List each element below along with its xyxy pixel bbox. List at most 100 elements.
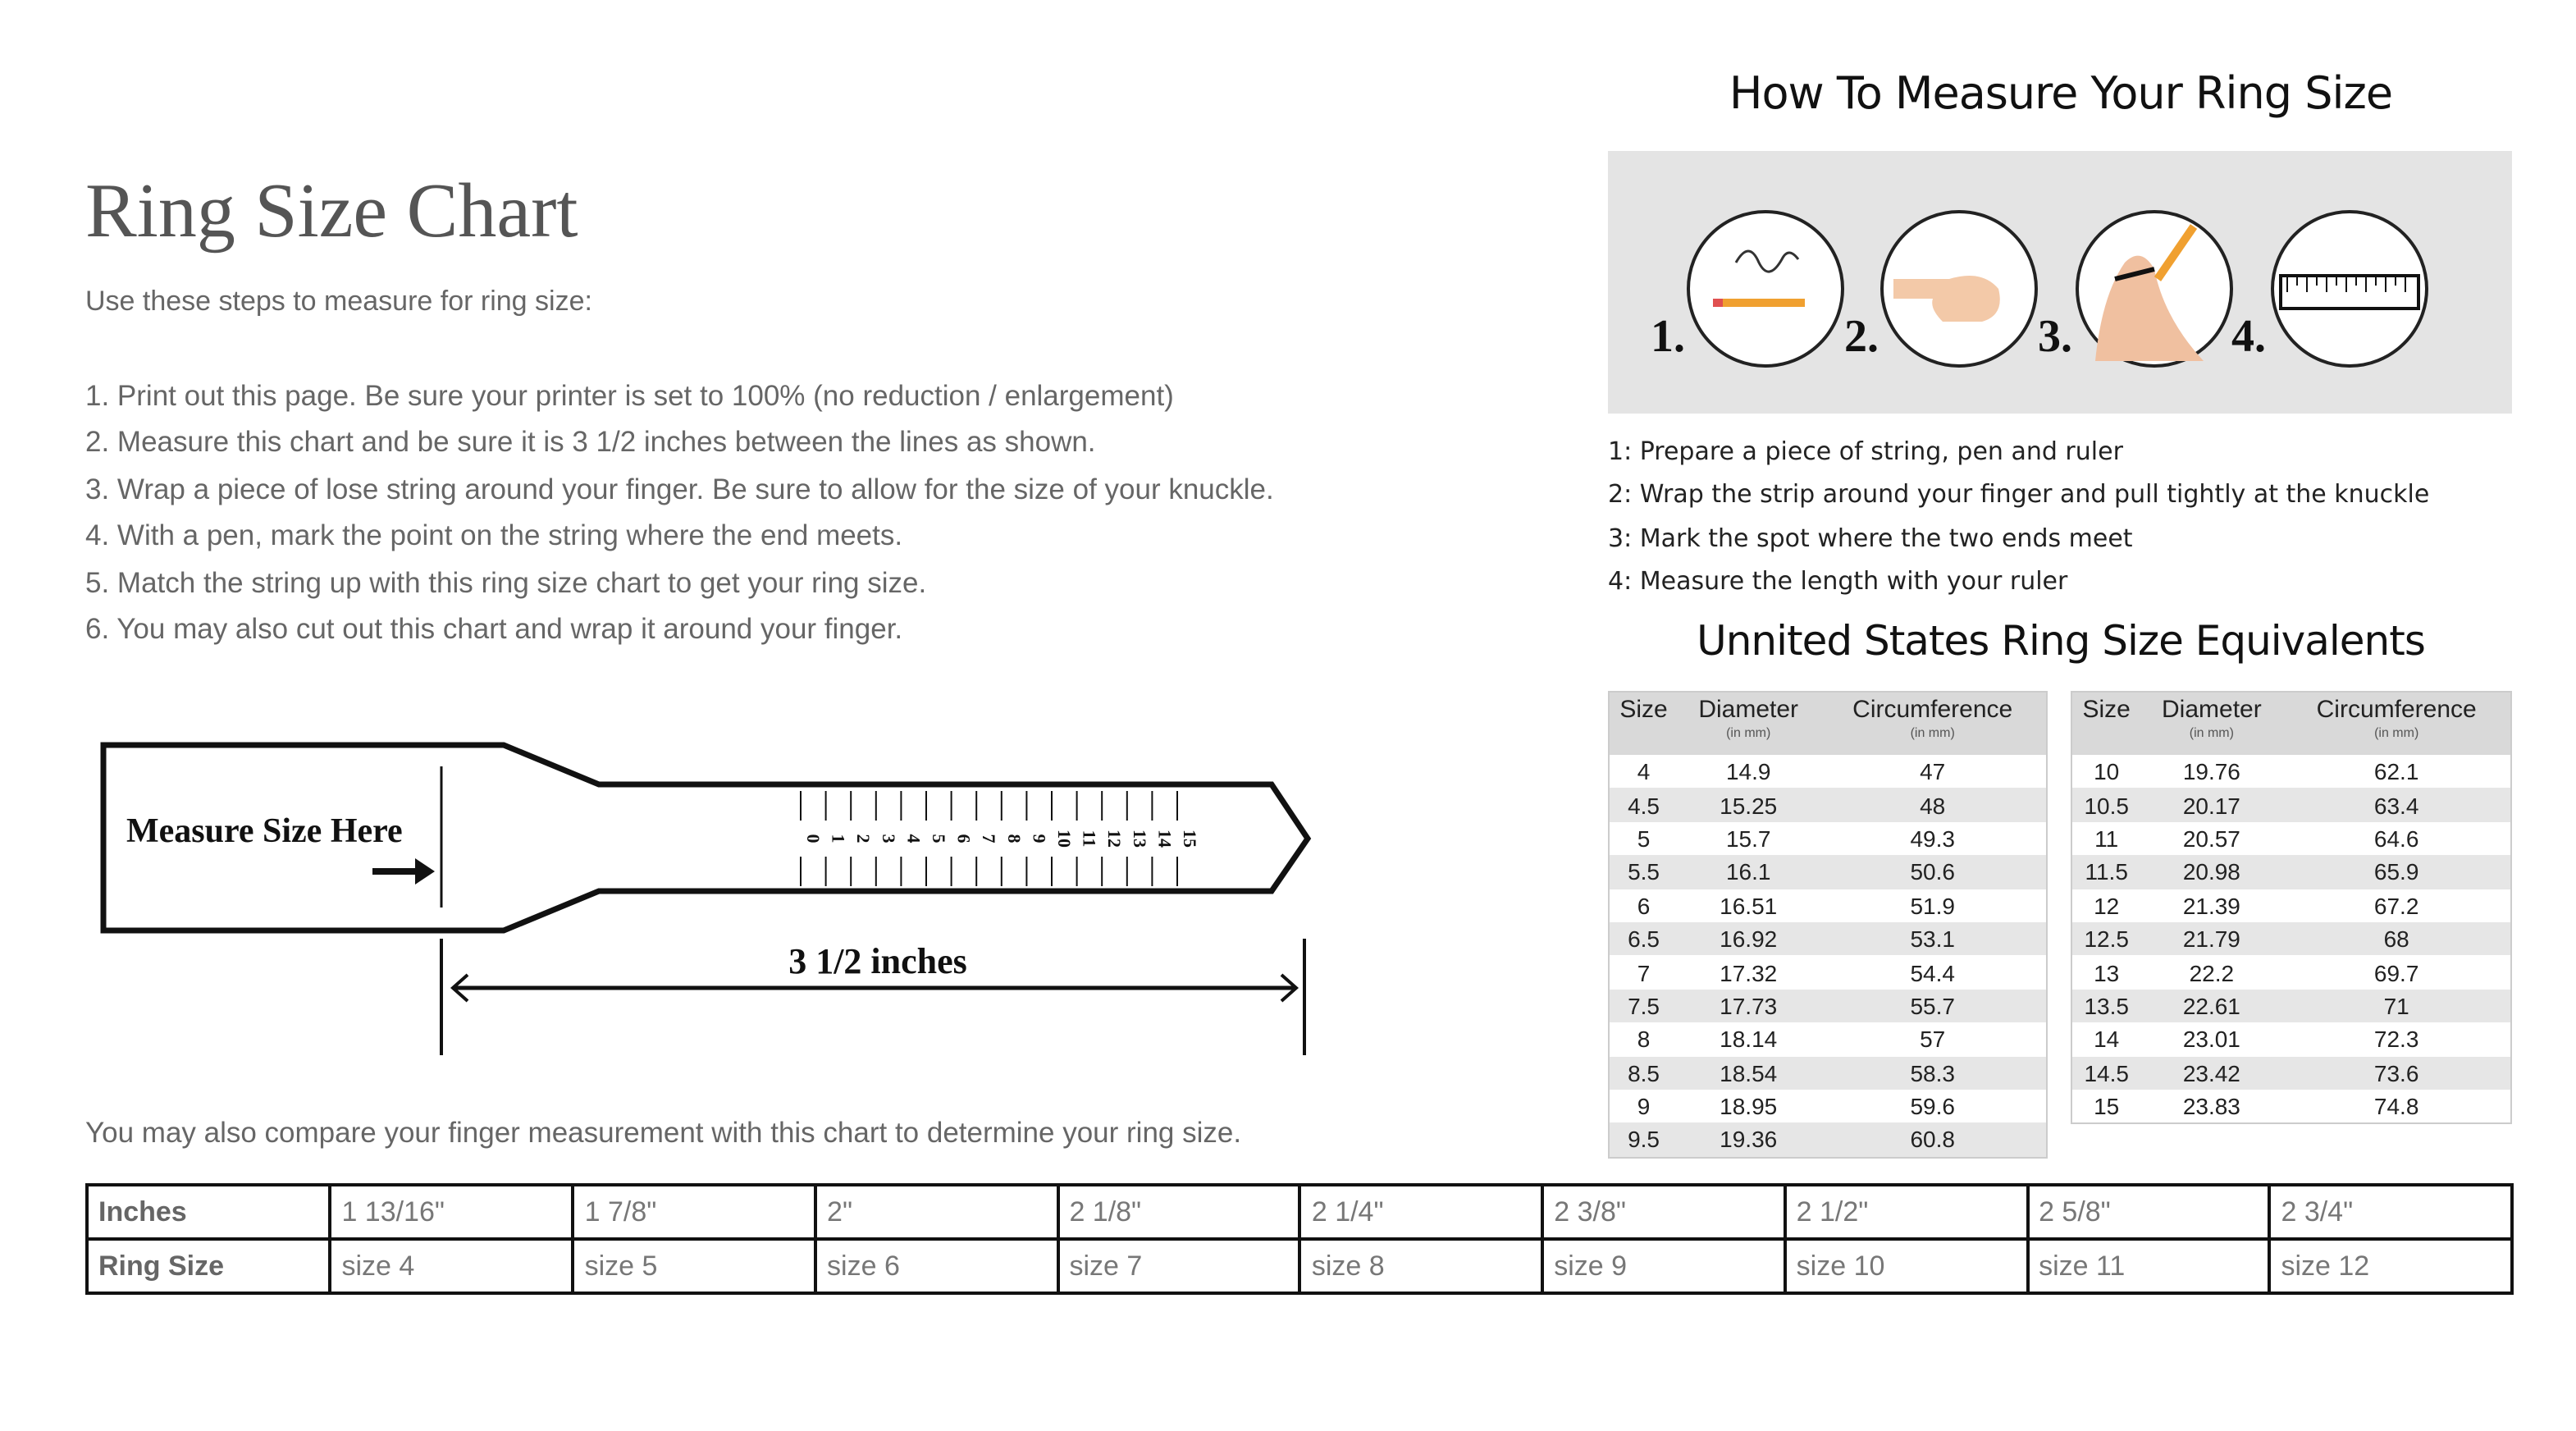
ring-size-cell: size 6 <box>814 1237 1060 1295</box>
ring-sizer-ruler: Measure Size Here 0 1 2 3 4 5 6 7 8 9 10 11 12 13 14 15… <box>100 742 1312 1055</box>
mark-string-icon <box>2076 210 2233 368</box>
circumference-cell: 67.2 <box>2373 892 2419 919</box>
table-row: 5 15.7 49.3 <box>1609 822 2047 856</box>
ring-size-cell: size 7 <box>1056 1237 1302 1295</box>
circumference-cell: 49.3 <box>1910 825 1955 852</box>
header-circumference: Circumference (in mm) <box>1819 692 2047 755</box>
instructions-list: 1: Prepare a piece of string, pen and ru… <box>1608 437 2429 609</box>
circumference-cell: 57 <box>1920 1026 1946 1053</box>
step-item: 4. With a pen, mark the point on the str… <box>85 519 903 552</box>
table-row: 14 23.01 72.3 <box>2071 1022 2511 1056</box>
diameter-cell: 19.36 <box>1678 1122 1820 1158</box>
circumference-cell: 63.4 <box>2282 788 2511 822</box>
header-row: Size Diameter (in mm) Circumference (in mm) <box>2071 692 2511 755</box>
size-cell: 13.5 <box>2071 989 2141 1023</box>
step-item: 2. Measure this chart and be sure it is … <box>85 425 1096 459</box>
step-number: 2. <box>1844 312 1879 363</box>
size-cell: 6.5 <box>1609 921 1679 956</box>
diameter-cell: 16.51 <box>1720 892 1778 919</box>
step-item: 5. Match the string up with this ring si… <box>85 565 927 599</box>
diameter-cell: 18.54 <box>1678 1056 1820 1090</box>
scale-label: 12 <box>1104 830 1125 848</box>
circumference-cell: 60.8 <box>1819 1122 2047 1158</box>
circumference-cell: 55.7 <box>1819 989 2047 1023</box>
diameter-cell: 17.32 <box>1720 959 1778 986</box>
arrow-left-icon <box>450 973 469 1003</box>
table-row: 8.5 18.54 58.3 <box>1609 1056 2047 1090</box>
table-row: 6 16.51 51.9 <box>1609 889 2047 922</box>
table-row: 4.5 15.25 48 <box>1609 788 2047 822</box>
ruler-outline <box>100 742 1312 934</box>
table-row: 10 19.76 62.1 <box>2071 755 2511 789</box>
diameter-cell: 23.83 <box>2182 1093 2240 1120</box>
size-cell: 5 <box>1637 825 1651 852</box>
scale-label: 0 <box>803 834 824 844</box>
diameter-cell: 16.92 <box>1678 921 1820 956</box>
table-row: 11.5 20.98 65.9 <box>2071 855 2511 889</box>
diameter-cell: 21.39 <box>2182 892 2240 919</box>
equivalents-title: Unnited States Ring Size Equivalents <box>1697 617 2426 665</box>
circumference-cell: 65.9 <box>2282 855 2511 889</box>
ring-size-cell: size 8 <box>1298 1237 1545 1295</box>
size-cell: 11 <box>2094 825 2119 852</box>
size-cell: 7 <box>1637 959 1651 986</box>
table-row: 7.5 17.73 55.7 <box>1609 989 2047 1023</box>
circumference-cell: 69.7 <box>2373 959 2419 986</box>
length-label: 3 1/2 inches <box>788 941 967 981</box>
circumference-cell: 58.3 <box>1819 1056 2047 1090</box>
inches-cell: 2 1/8" <box>1056 1183 1302 1241</box>
size-cell: 8 <box>1637 1026 1651 1053</box>
diameter-cell: 14.9 <box>1725 758 1771 785</box>
how-to-title: How To Measure Your Ring Size <box>1729 69 2393 120</box>
size-cell: 14.5 <box>2071 1056 2141 1090</box>
size-cell: 9 <box>1637 1093 1651 1120</box>
scale-label: 10 <box>1054 830 1075 848</box>
inches-cell: 2 3/8" <box>1541 1183 1787 1241</box>
circumference-cell: 62.1 <box>2373 758 2419 785</box>
scale-label: 7 <box>979 834 999 844</box>
table-row: 14.5 23.42 73.6 <box>2071 1056 2511 1090</box>
ring-size-header: Ring Size <box>84 1237 332 1295</box>
compare-note: You may also compare your finger measure… <box>85 1116 1242 1149</box>
ring-size-cell: size 10 <box>1783 1237 2030 1295</box>
step-item: 1. Print out this page. Be sure your pri… <box>85 379 1174 412</box>
header-size: Size <box>2071 692 2141 755</box>
scale-label: 1 <box>829 834 849 844</box>
step-number: 1. <box>1651 312 1685 363</box>
step-number: 3. <box>2038 312 2072 363</box>
size-cell: 4 <box>1637 758 1651 785</box>
size-cell: 5.5 <box>1609 855 1679 889</box>
instruction-item: 4: Measure the length with your ruler <box>1608 565 2068 596</box>
header-diameter: Diameter (in mm) <box>2140 692 2283 755</box>
inches-row: Inches 1 13/16" 1 7/8" 2" 2 1/8" 2 1/4" 2 3/8"… <box>84 1183 2514 1241</box>
circumference-cell: 74.8 <box>2373 1093 2419 1120</box>
measure-label: Measure Size Here <box>126 812 403 850</box>
step-item: 6. You may also cut out this chart and w… <box>85 611 903 645</box>
inches-cell: 1 13/16" <box>328 1183 575 1241</box>
scale-label: 3 <box>879 834 899 844</box>
instruction-item: 2: Wrap the strip around your finger and… <box>1608 479 2430 510</box>
diameter-cell: 20.17 <box>2140 788 2283 822</box>
ring-size-cell: size 11 <box>2026 1237 2272 1295</box>
circumference-cell: 71 <box>2282 989 2511 1023</box>
page-title: Ring Size Chart <box>85 169 578 254</box>
size-cell: 14 <box>2094 1026 2120 1053</box>
table-row: 12 21.39 67.2 <box>2071 889 2511 922</box>
size-cell: 11.5 <box>2071 855 2141 889</box>
measure-illustration: 1. 2. 3. 4. <box>1608 151 2512 414</box>
table-row: 6.5 16.92 53.1 <box>1609 921 2047 956</box>
size-cell: 4.5 <box>1609 788 1679 822</box>
size-cell: 12.5 <box>2071 921 2141 956</box>
size-cell: 8.5 <box>1609 1056 1679 1090</box>
circumference-cell: 54.4 <box>1910 959 1955 986</box>
subtitle: Use these steps to measure for ring size… <box>85 286 592 317</box>
circumference-cell: 72.3 <box>2373 1026 2419 1053</box>
circumference-cell: 73.6 <box>2282 1056 2511 1090</box>
step-number: 4. <box>2231 312 2266 363</box>
inches-cell: 2" <box>814 1183 1060 1241</box>
diameter-cell: 21.79 <box>2140 921 2283 956</box>
diameter-cell: 22.61 <box>2140 989 2283 1023</box>
header-diameter: Diameter (in mm) <box>1678 692 1820 755</box>
ring-size-cell: size 4 <box>328 1237 575 1295</box>
